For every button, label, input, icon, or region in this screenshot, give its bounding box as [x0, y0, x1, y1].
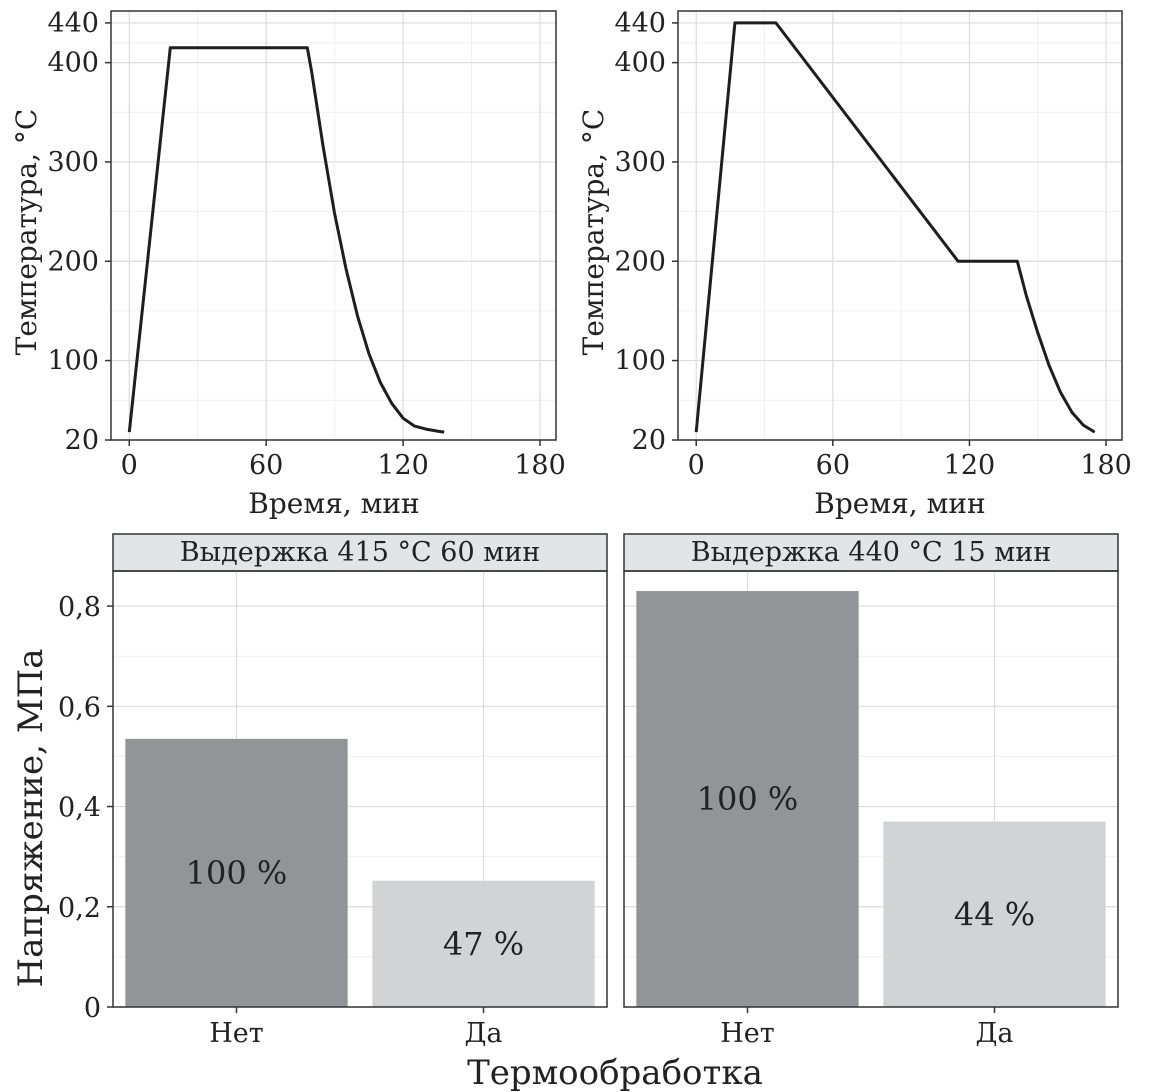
- grid: [678, 11, 1122, 441]
- facet-strip-label: Выдержка 415 °C 60 мин: [180, 537, 540, 568]
- grid: [111, 11, 556, 441]
- stress-bar-facet-440: Выдержка 440 °C 15 мин 100 % 44 % Нет Да: [623, 533, 1119, 1049]
- x-tick-label: Нет: [209, 1018, 263, 1049]
- y-tick-label: 20: [65, 425, 99, 456]
- x-tick-label: 60: [816, 450, 850, 481]
- temperature-curve: [694, 21, 1096, 434]
- x-tick-label: Да: [464, 1018, 502, 1049]
- y-axis-title: Температура, °C: [577, 109, 610, 356]
- x-tick-label: 180: [1080, 450, 1132, 481]
- bar-yes: [372, 880, 595, 1007]
- y-tick-label: 200: [47, 246, 99, 277]
- temperature-plot-415: 0 60 120 180 20 100 200 300 400 440 Время, мин Те…: [10, 8, 566, 520]
- y-tick-label: 400: [47, 48, 99, 79]
- line-series: [694, 21, 1096, 434]
- line-series: [127, 46, 445, 434]
- axes: Нет Да 0 0,2 0,4 0,6 0,8: [58, 570, 608, 1049]
- y-tick-label: 200: [614, 246, 666, 277]
- y-tick-label: 100: [614, 346, 666, 377]
- bar-value-label: 100 %: [186, 854, 288, 892]
- y-tick-label: 440: [47, 8, 99, 39]
- bar-value-label: 47 %: [443, 925, 524, 963]
- bar-x-axis-title: Термообработка: [467, 1053, 763, 1092]
- x-tick-label: 180: [514, 450, 566, 481]
- x-tick-label: 120: [377, 450, 429, 481]
- axes: 0 60 120 180 20 100 200 300 400 440: [47, 8, 565, 481]
- bar-value-label: 100 %: [697, 780, 799, 818]
- bars: 100 % 44 %: [636, 591, 1106, 1007]
- facet-strip-label: Выдержка 440 °C 15 мин: [691, 537, 1051, 568]
- temperature-plot-440: 0 60 120 180 20 100 200 300 400 440 Время, мин Те…: [577, 8, 1132, 520]
- y-axis-title: Температура, °C: [10, 109, 43, 356]
- y-tick-label: 100: [47, 346, 99, 377]
- axes: 0 60 120 180 20 100 200 300 400 440: [614, 8, 1131, 481]
- panel-border: [110, 10, 557, 441]
- bars: 100 % 47 %: [125, 738, 595, 1007]
- panel-border: [677, 10, 1123, 441]
- stress-bar-facet-415: Выдержка 415 °C 60 мин 100 % 47 % Нет Да 0 0…: [58, 533, 608, 1049]
- y-tick-label: 400: [614, 48, 666, 79]
- bar-y-axis-title: Напряжение, МПа: [11, 649, 51, 988]
- y-tick-label: 20: [632, 425, 666, 456]
- temperature-curve: [127, 46, 445, 434]
- bar-yes: [883, 821, 1106, 1007]
- x-tick-label: Да: [975, 1018, 1013, 1049]
- y-tick-label: 300: [614, 147, 666, 178]
- panel-border: [112, 570, 608, 1008]
- y-tick-label: 300: [47, 147, 99, 178]
- bar-no: [125, 738, 348, 1007]
- bar-value-label: 44 %: [954, 895, 1035, 933]
- x-tick-label: 0: [121, 450, 138, 481]
- x-tick-label: 120: [944, 450, 996, 481]
- x-axis-title: Время, мин: [814, 487, 985, 520]
- panel-border: [623, 570, 1119, 1008]
- y-tick-label: 0,8: [58, 592, 101, 623]
- y-tick-label: 0: [84, 993, 101, 1024]
- x-axis-title: Время, мин: [248, 487, 419, 520]
- y-tick-label: 0,4: [58, 793, 101, 824]
- axes: Нет Да: [623, 570, 1119, 1049]
- x-tick-label: 60: [249, 450, 283, 481]
- y-tick-label: 440: [614, 8, 666, 39]
- y-tick-label: 0,6: [58, 692, 101, 723]
- bar-no: [636, 591, 859, 1007]
- y-tick-label: 0,2: [58, 893, 101, 924]
- x-tick-label: 0: [688, 450, 705, 481]
- x-tick-label: Нет: [720, 1018, 774, 1049]
